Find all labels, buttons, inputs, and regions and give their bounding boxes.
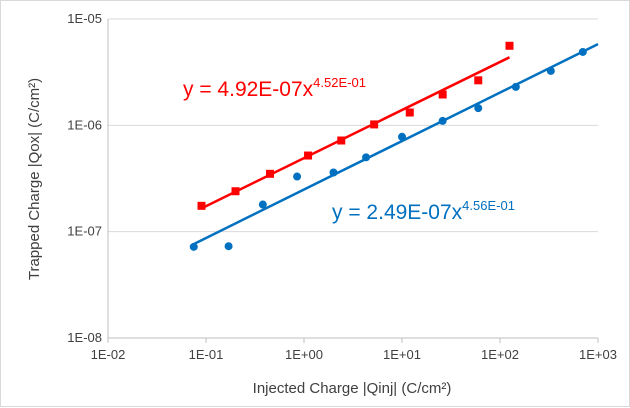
- blue-data-point: [362, 153, 371, 162]
- y-tick-label: 1E-07: [67, 224, 102, 239]
- blue-series-equation: y = 2.49E-07x4.56E-01: [332, 198, 515, 224]
- blue-data-point: [438, 116, 447, 125]
- red-data-point: [337, 136, 346, 145]
- x-tick-label: 1E+02: [481, 347, 519, 362]
- x-tick-labels: 1E-02 1E-01 1E+00 1E+01 1E+02 1E+03: [91, 347, 617, 362]
- blue-data-point: [329, 168, 338, 177]
- y-tick-labels: 1E-08 1E-07 1E-06 1E-05: [67, 11, 102, 345]
- blue-data-point: [546, 66, 555, 75]
- y-axis-title: Trapped Charge |Qox| (C/cm²): [26, 78, 43, 280]
- blue-equation-base: y = 2.49E-07x: [332, 201, 463, 224]
- y-tick-label: 1E-06: [67, 117, 102, 132]
- axes: [107, 19, 599, 343]
- red-data-point: [304, 151, 313, 160]
- trendline-red: [200, 56, 511, 210]
- x-tick-label: 1E-02: [91, 347, 126, 362]
- x-tick-label: 1E+01: [383, 347, 421, 362]
- blue-data-point: [578, 47, 587, 56]
- y-tick-label: 1E-08: [67, 330, 102, 345]
- blue-data-point: [224, 242, 233, 251]
- red-data-point: [474, 76, 483, 85]
- blue-equation-exponent: 4.56E-01: [462, 198, 515, 213]
- red-data-point: [370, 120, 379, 129]
- data-markers: [189, 41, 587, 251]
- red-data-point: [266, 169, 275, 178]
- y-tick-label: 1E-05: [67, 11, 102, 26]
- blue-data-point: [474, 104, 483, 113]
- x-axis-title: Injected Charge |Qinj| (C/cm²): [253, 380, 452, 397]
- blue-data-point: [189, 242, 198, 251]
- red-series-equation: y = 4.92E-07x4.52E-01: [183, 75, 366, 101]
- x-tick-label: 1E-01: [189, 347, 224, 362]
- x-tick-label: 1E+03: [579, 347, 617, 362]
- red-equation-base: y = 4.92E-07x: [183, 78, 314, 101]
- x-tick-label: 1E+00: [285, 347, 323, 362]
- red-data-point: [438, 90, 447, 99]
- red-data-point: [405, 108, 414, 117]
- blue-data-point: [293, 172, 302, 181]
- blue-data-point: [258, 200, 267, 209]
- red-data-point: [197, 201, 206, 210]
- gridlines: [108, 18, 598, 339]
- red-data-point: [505, 41, 514, 50]
- blue-data-point: [398, 132, 406, 141]
- blue-data-point: [511, 82, 520, 91]
- red-equation-exponent: 4.52E-01: [313, 75, 366, 90]
- trendlines: [193, 42, 599, 246]
- red-data-point: [231, 187, 240, 196]
- trendline-blue: [193, 42, 599, 246]
